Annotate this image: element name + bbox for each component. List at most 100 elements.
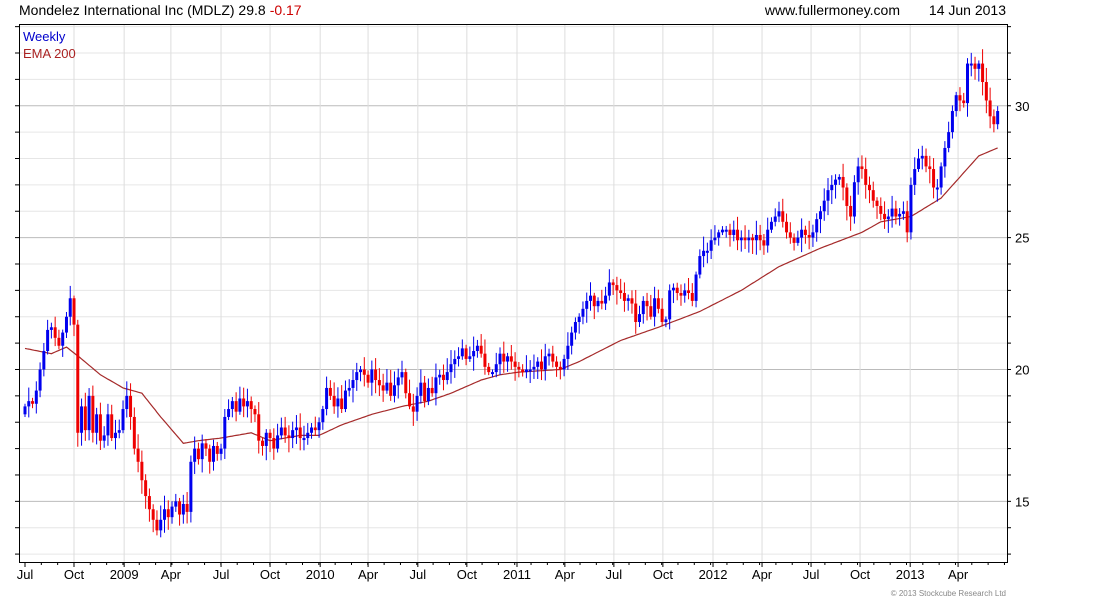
candle bbox=[815, 213, 819, 242]
candle-body bbox=[792, 237, 796, 243]
candle bbox=[577, 313, 581, 334]
candle bbox=[426, 378, 430, 406]
candle bbox=[242, 387, 246, 418]
candle-body bbox=[27, 401, 31, 407]
candle bbox=[928, 155, 932, 184]
candle bbox=[449, 350, 453, 384]
candle-body bbox=[660, 308, 664, 323]
candle bbox=[193, 436, 197, 474]
candle-body bbox=[472, 351, 476, 357]
candle-body bbox=[193, 448, 197, 462]
candle bbox=[807, 220, 811, 250]
candle-body bbox=[932, 169, 936, 188]
candle-body bbox=[969, 63, 973, 66]
candle bbox=[61, 329, 65, 357]
candle-body bbox=[230, 401, 234, 410]
candle-body bbox=[129, 395, 133, 417]
candle bbox=[298, 413, 302, 451]
candle-body bbox=[343, 390, 347, 410]
candle-body bbox=[751, 237, 755, 241]
candle bbox=[325, 376, 329, 416]
candle-body bbox=[264, 432, 268, 446]
x-tick-label: Jul bbox=[606, 567, 623, 582]
candle bbox=[313, 416, 317, 436]
x-tick-label: 2012 bbox=[699, 567, 728, 582]
candle bbox=[977, 60, 981, 82]
candle bbox=[170, 501, 174, 524]
x-tick-label: Oct bbox=[64, 567, 85, 582]
candle-body bbox=[113, 432, 117, 439]
candle bbox=[204, 438, 208, 457]
y-tick-label: 15 bbox=[1015, 494, 1029, 509]
candle bbox=[95, 407, 99, 445]
candle-body bbox=[984, 82, 988, 101]
site-url[interactable]: www.fullermoney.com bbox=[764, 2, 900, 18]
candle bbox=[121, 400, 125, 434]
candle-body bbox=[524, 369, 528, 373]
candle bbox=[826, 178, 830, 216]
candle-body bbox=[517, 366, 521, 370]
candle bbox=[445, 358, 449, 385]
candle-body bbox=[736, 229, 740, 241]
candle-body bbox=[98, 414, 102, 441]
candle-body bbox=[894, 208, 898, 217]
candle-body bbox=[950, 111, 954, 133]
candle-body bbox=[532, 366, 536, 370]
candle bbox=[162, 495, 166, 533]
x-tick-label: Apr bbox=[948, 567, 969, 582]
candle-body bbox=[875, 200, 879, 206]
candle bbox=[91, 385, 95, 443]
candle-body bbox=[61, 332, 65, 346]
candle bbox=[705, 242, 709, 264]
candle bbox=[117, 419, 121, 439]
grid bbox=[19, 24, 1007, 562]
candle-body bbox=[705, 250, 709, 253]
candle bbox=[758, 224, 762, 251]
candle-body bbox=[313, 427, 317, 431]
candle bbox=[837, 174, 841, 185]
candle bbox=[125, 381, 129, 418]
candle-body bbox=[34, 390, 38, 404]
x-tick-label: Jul bbox=[803, 567, 820, 582]
candle bbox=[272, 428, 276, 460]
candle-body bbox=[803, 229, 807, 235]
candle bbox=[841, 163, 845, 201]
candle-body bbox=[125, 395, 129, 410]
candle bbox=[777, 201, 781, 223]
candle-body bbox=[411, 406, 415, 412]
candle bbox=[181, 494, 185, 524]
candle-body bbox=[702, 250, 706, 257]
candle-body bbox=[76, 324, 80, 433]
candle bbox=[132, 407, 136, 455]
candle-body bbox=[253, 409, 257, 415]
candle bbox=[136, 434, 140, 473]
candle-body bbox=[977, 63, 981, 69]
candle bbox=[615, 276, 619, 305]
candle bbox=[973, 56, 977, 80]
chart-date: 14 Jun 2013 bbox=[929, 2, 1006, 18]
candle-body bbox=[973, 63, 977, 69]
candle-body bbox=[615, 285, 619, 291]
candle bbox=[294, 415, 298, 444]
candle bbox=[490, 369, 494, 378]
candle bbox=[717, 229, 721, 246]
candle bbox=[589, 282, 592, 311]
candle-body bbox=[570, 332, 574, 346]
candle bbox=[389, 369, 393, 401]
candle-body bbox=[898, 213, 902, 217]
candle bbox=[852, 175, 856, 224]
candle bbox=[886, 209, 890, 233]
candle bbox=[739, 230, 743, 252]
candle bbox=[366, 370, 370, 388]
candle bbox=[147, 488, 151, 522]
candle-body bbox=[502, 353, 506, 362]
candle bbox=[984, 67, 988, 114]
candle bbox=[792, 233, 796, 251]
candle-body bbox=[837, 176, 841, 180]
candle bbox=[988, 87, 992, 129]
candle bbox=[57, 329, 61, 350]
candle bbox=[532, 354, 536, 379]
candle bbox=[943, 141, 947, 178]
candle bbox=[675, 282, 679, 301]
candle-body bbox=[389, 382, 393, 396]
